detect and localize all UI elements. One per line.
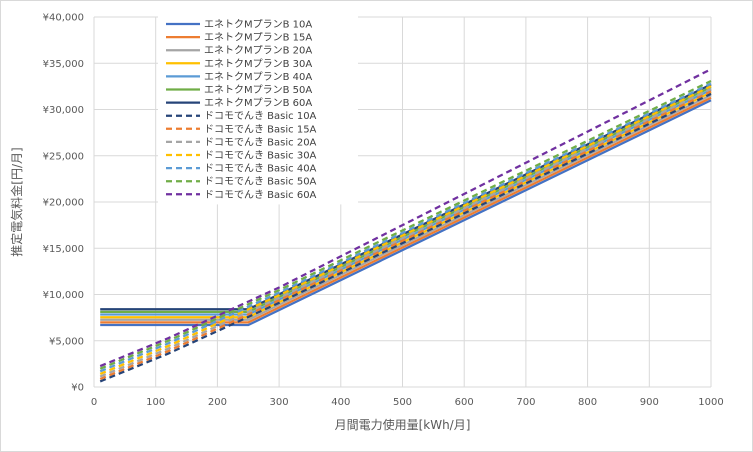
legend-entry: ドコモでんき Basic 40A (204, 163, 317, 175)
legend-entry: ドコモでんき Basic 15A (204, 123, 317, 135)
axes: ¥0 ¥5,000 ¥10,000 ¥15,000 ¥20,000 ¥25,000 ¥30,… (43, 13, 724, 409)
y-tick-label: ¥5,000 (49, 336, 84, 347)
y-tick-label: ¥15,000 (43, 244, 84, 255)
series-line (99, 87, 712, 378)
legend-entry: エネトクMプランB 20A (204, 45, 312, 57)
x-tick-label: 1000 (698, 397, 723, 408)
legend-entry: ドコモでんき Basic 10A (204, 110, 317, 122)
legend-entry: エネトクMプランB 30A (204, 58, 312, 70)
series-line (99, 68, 712, 368)
legend-entry: エネトクMプランB 10A (204, 19, 312, 31)
legend-entry: ドコモでんき Basic 20A (204, 136, 317, 148)
y-tick-label: ¥10,000 (43, 290, 84, 301)
legend-entry: エネトクMプランB 60A (204, 97, 312, 109)
x-tick-label: 300 (270, 397, 289, 408)
x-tick-label: 200 (208, 397, 227, 408)
series-line (99, 92, 712, 383)
series-line (99, 90, 712, 381)
legend-entry: エネトクMプランB 40A (204, 71, 312, 83)
legend-entry: エネトクMプランB 50A (204, 84, 312, 96)
y-tick-label: ¥35,000 (43, 59, 84, 70)
series-line (100, 99, 712, 327)
y-tick-label: ¥40,000 (43, 13, 84, 24)
series-line (99, 79, 712, 370)
x-tick-label: 600 (455, 397, 474, 408)
x-axis-title: 月間電力使用量[kWh/月] (335, 417, 471, 432)
series-group (99, 68, 712, 383)
series-line (100, 96, 712, 324)
x-tick-label: 800 (578, 397, 597, 408)
y-tick-label: ¥20,000 (43, 198, 84, 209)
y-axis-title: 推定電気料金[円/月] (9, 147, 24, 256)
legend-entry: ドコモでんき Basic 30A (204, 150, 317, 162)
x-tick-label: 700 (516, 397, 535, 408)
x-tick-label: 400 (331, 397, 350, 408)
y-tick-label: ¥25,000 (43, 151, 84, 162)
x-tick-label: 900 (640, 397, 659, 408)
series-line (99, 85, 712, 375)
x-tick-label: 100 (146, 397, 165, 408)
x-tick-label: 500 (393, 397, 412, 408)
x-tick-label: 0 (91, 397, 97, 408)
legend-background (158, 15, 358, 205)
y-tick-label: ¥30,000 (43, 105, 84, 116)
y-tick-label: ¥0 (71, 383, 84, 394)
legend-entry: ドコモでんき Basic 60A (204, 189, 317, 201)
legend-entry: エネトクMプランB 15A (204, 32, 312, 44)
series-line (100, 94, 712, 321)
legend-entry: ドコモでんき Basic 50A (204, 176, 317, 188)
series-line (99, 82, 712, 373)
